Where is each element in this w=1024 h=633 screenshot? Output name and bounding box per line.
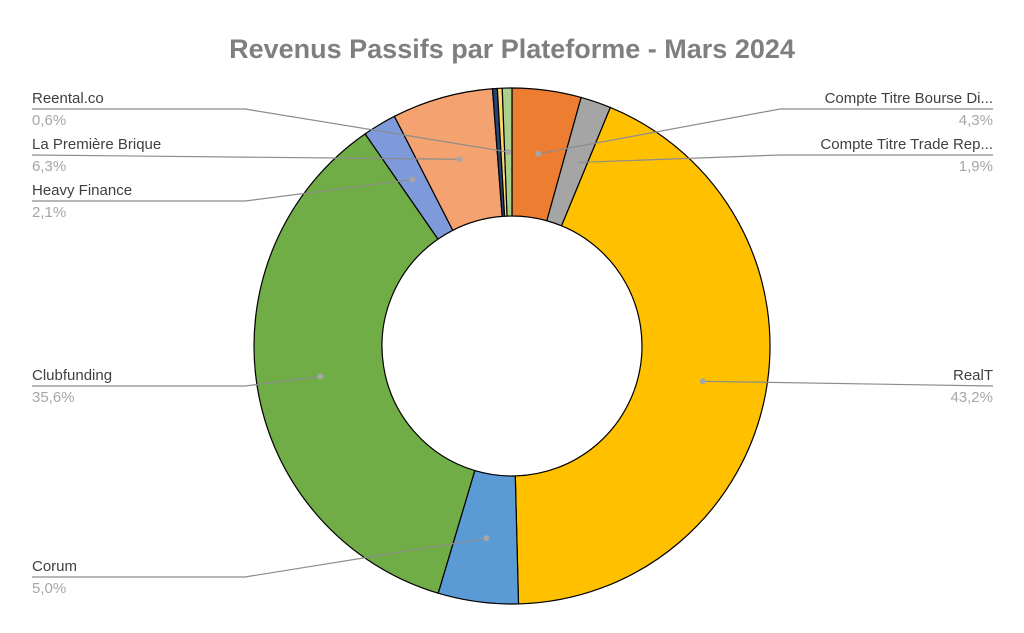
label-value-compte-titre-bourse-di: 4,3%	[959, 112, 993, 129]
slice-realt	[514, 106, 771, 605]
label-name-clubfunding: Clubfunding	[32, 367, 112, 384]
label-value-la-premiere-brique: 6,3%	[32, 158, 66, 175]
slice-clubfunding	[253, 133, 476, 594]
leader-line-corum	[32, 537, 487, 578]
label-name-corum: Corum	[32, 558, 77, 575]
leader-dot-realt	[699, 378, 706, 385]
leader-line-compte-titre-trade-rep	[575, 154, 993, 164]
label-value-reental-co: 0,6%	[32, 112, 66, 129]
leader-line-realt	[702, 380, 994, 387]
leader-lines-group	[31, 108, 994, 578]
slices-group	[253, 87, 771, 605]
leader-line-heavy-finance	[32, 178, 413, 202]
label-value-realt: 43,2%	[950, 389, 993, 406]
leader-dot-clubfunding	[317, 373, 324, 380]
leader-line-clubfunding	[32, 375, 321, 387]
label-name-la-premiere-brique: La Première Brique	[32, 136, 161, 153]
label-value-clubfunding: 35,6%	[32, 389, 75, 406]
label-name-compte-titre-trade-rep: Compte Titre Trade Rep...	[820, 136, 993, 153]
label-name-compte-titre-bourse-di: Compte Titre Bourse Di...	[825, 90, 993, 107]
leader-line-compte-titre-bourse-di	[538, 108, 993, 155]
label-value-compte-titre-trade-rep: 1,9%	[959, 158, 993, 175]
chart-title: Revenus Passifs par Plateforme - Mars 20…	[229, 34, 795, 64]
leader-dot-compte-titre-trade-rep	[572, 159, 579, 166]
leader-dot-corum	[483, 535, 490, 542]
leader-dot-reental-co	[505, 149, 512, 156]
leader-line-reental-co	[32, 108, 509, 153]
leader-dot-heavy-finance	[409, 176, 416, 183]
labels-group: Compte Titre Bourse Di... 4,3% Compte Titr…	[32, 90, 993, 597]
label-name-reental-co: Reental.co	[32, 90, 104, 107]
label-value-corum: 5,0%	[32, 580, 66, 597]
label-name-heavy-finance: Heavy Finance	[32, 182, 132, 199]
label-value-heavy-finance: 2,1%	[32, 204, 66, 221]
leader-dot-la-premiere-brique	[456, 156, 463, 163]
leader-line-la-premiere-brique	[31, 154, 460, 160]
leader-dot-compte-titre-bourse-di	[535, 150, 542, 157]
label-name-realt: RealT	[953, 367, 993, 384]
